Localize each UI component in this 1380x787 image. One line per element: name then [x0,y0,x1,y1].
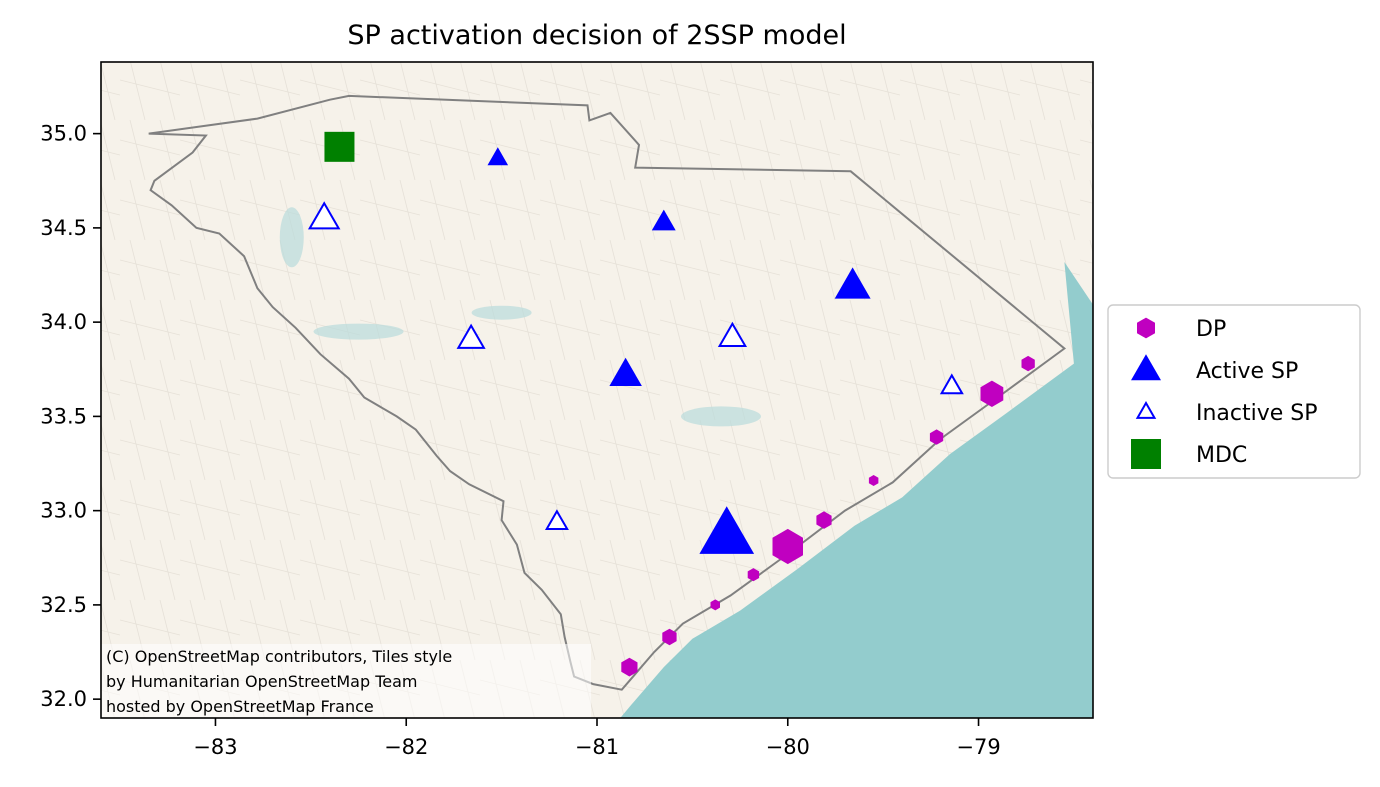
dp-marker [662,628,677,646]
dp-marker [747,568,760,582]
active-sp-marker [834,267,871,299]
state-boundary [148,94,1067,691]
attribution-background [101,644,591,718]
basemap-sea [620,262,1093,718]
legend-mdc-marker [1131,439,1161,469]
inactive-sp-marker [307,201,341,230]
active-sp-marker [699,506,755,554]
lake-shape [279,207,304,268]
legend-label: DP [1196,317,1226,342]
inactive-sp-marker [544,509,569,530]
legend-label: MDC [1196,443,1247,468]
y-tick-label: 32.0 [40,687,87,711]
map-panel[interactable]: (C) OpenStreetMap contributors, Tiles st… [101,62,1098,723]
legend-inactive-sp-marker [1135,400,1157,419]
legend-items: DP Active SP Inactive SP MDC [1131,317,1318,469]
y-tick-label: 34.0 [40,310,87,334]
chart-title: SP activation decision of 2SSP model [347,20,846,51]
legend-active-sp-marker [1131,354,1161,381]
dp-marker [929,429,944,445]
marker-layer [307,131,1035,677]
dp-marker [710,599,720,611]
x-tick-label: −81 [575,735,619,759]
legend: DP Active SP Inactive SP MDC [1107,304,1361,479]
mdc-marker [324,131,355,162]
legend-dp-marker [1137,317,1155,339]
active-sp-marker [651,209,676,231]
active-sp-marker [609,357,642,386]
legend-box [1107,304,1361,479]
lake-shape [471,305,532,320]
dp-marker [621,657,638,677]
y-tick-label: 35.0 [40,122,87,146]
x-axis: −83 −82 −81 −80 −79 [193,718,1001,759]
x-tick-label: −80 [766,735,810,759]
inactive-sp-marker [939,373,964,395]
x-tick-label: −83 [193,735,237,759]
legend-label: Active SP [1196,359,1298,384]
attribution-line-2: by Humanitarian OpenStreetMap Team [106,672,417,691]
y-tick-label: 32.5 [40,593,87,617]
y-tick-label: 33.0 [40,499,87,523]
y-tick-label: 33.5 [40,404,87,428]
dp-marker [772,528,803,565]
y-tick-label: 34.5 [40,216,87,240]
dp-marker [868,475,879,486]
y-axis: 32.0 32.5 33.0 33.5 34.0 34.5 35.0 [40,122,101,711]
x-tick-label: −79 [956,735,1000,759]
basemap-lakes [279,207,761,427]
attribution-line-1: (C) OpenStreetMap contributors, Tiles st… [106,647,452,666]
lake-shape [313,323,404,340]
attribution-line-3: hosted by OpenStreetMap France [106,697,374,716]
legend-label: Inactive SP [1196,401,1318,426]
lake-shape [681,406,761,427]
inactive-sp-marker [717,321,748,347]
dp-marker [1021,355,1035,372]
inactive-sp-marker [456,323,486,349]
dp-marker [980,380,1004,407]
active-sp-marker [487,147,509,166]
x-tick-label: −82 [384,735,428,759]
dp-marker [816,511,832,529]
